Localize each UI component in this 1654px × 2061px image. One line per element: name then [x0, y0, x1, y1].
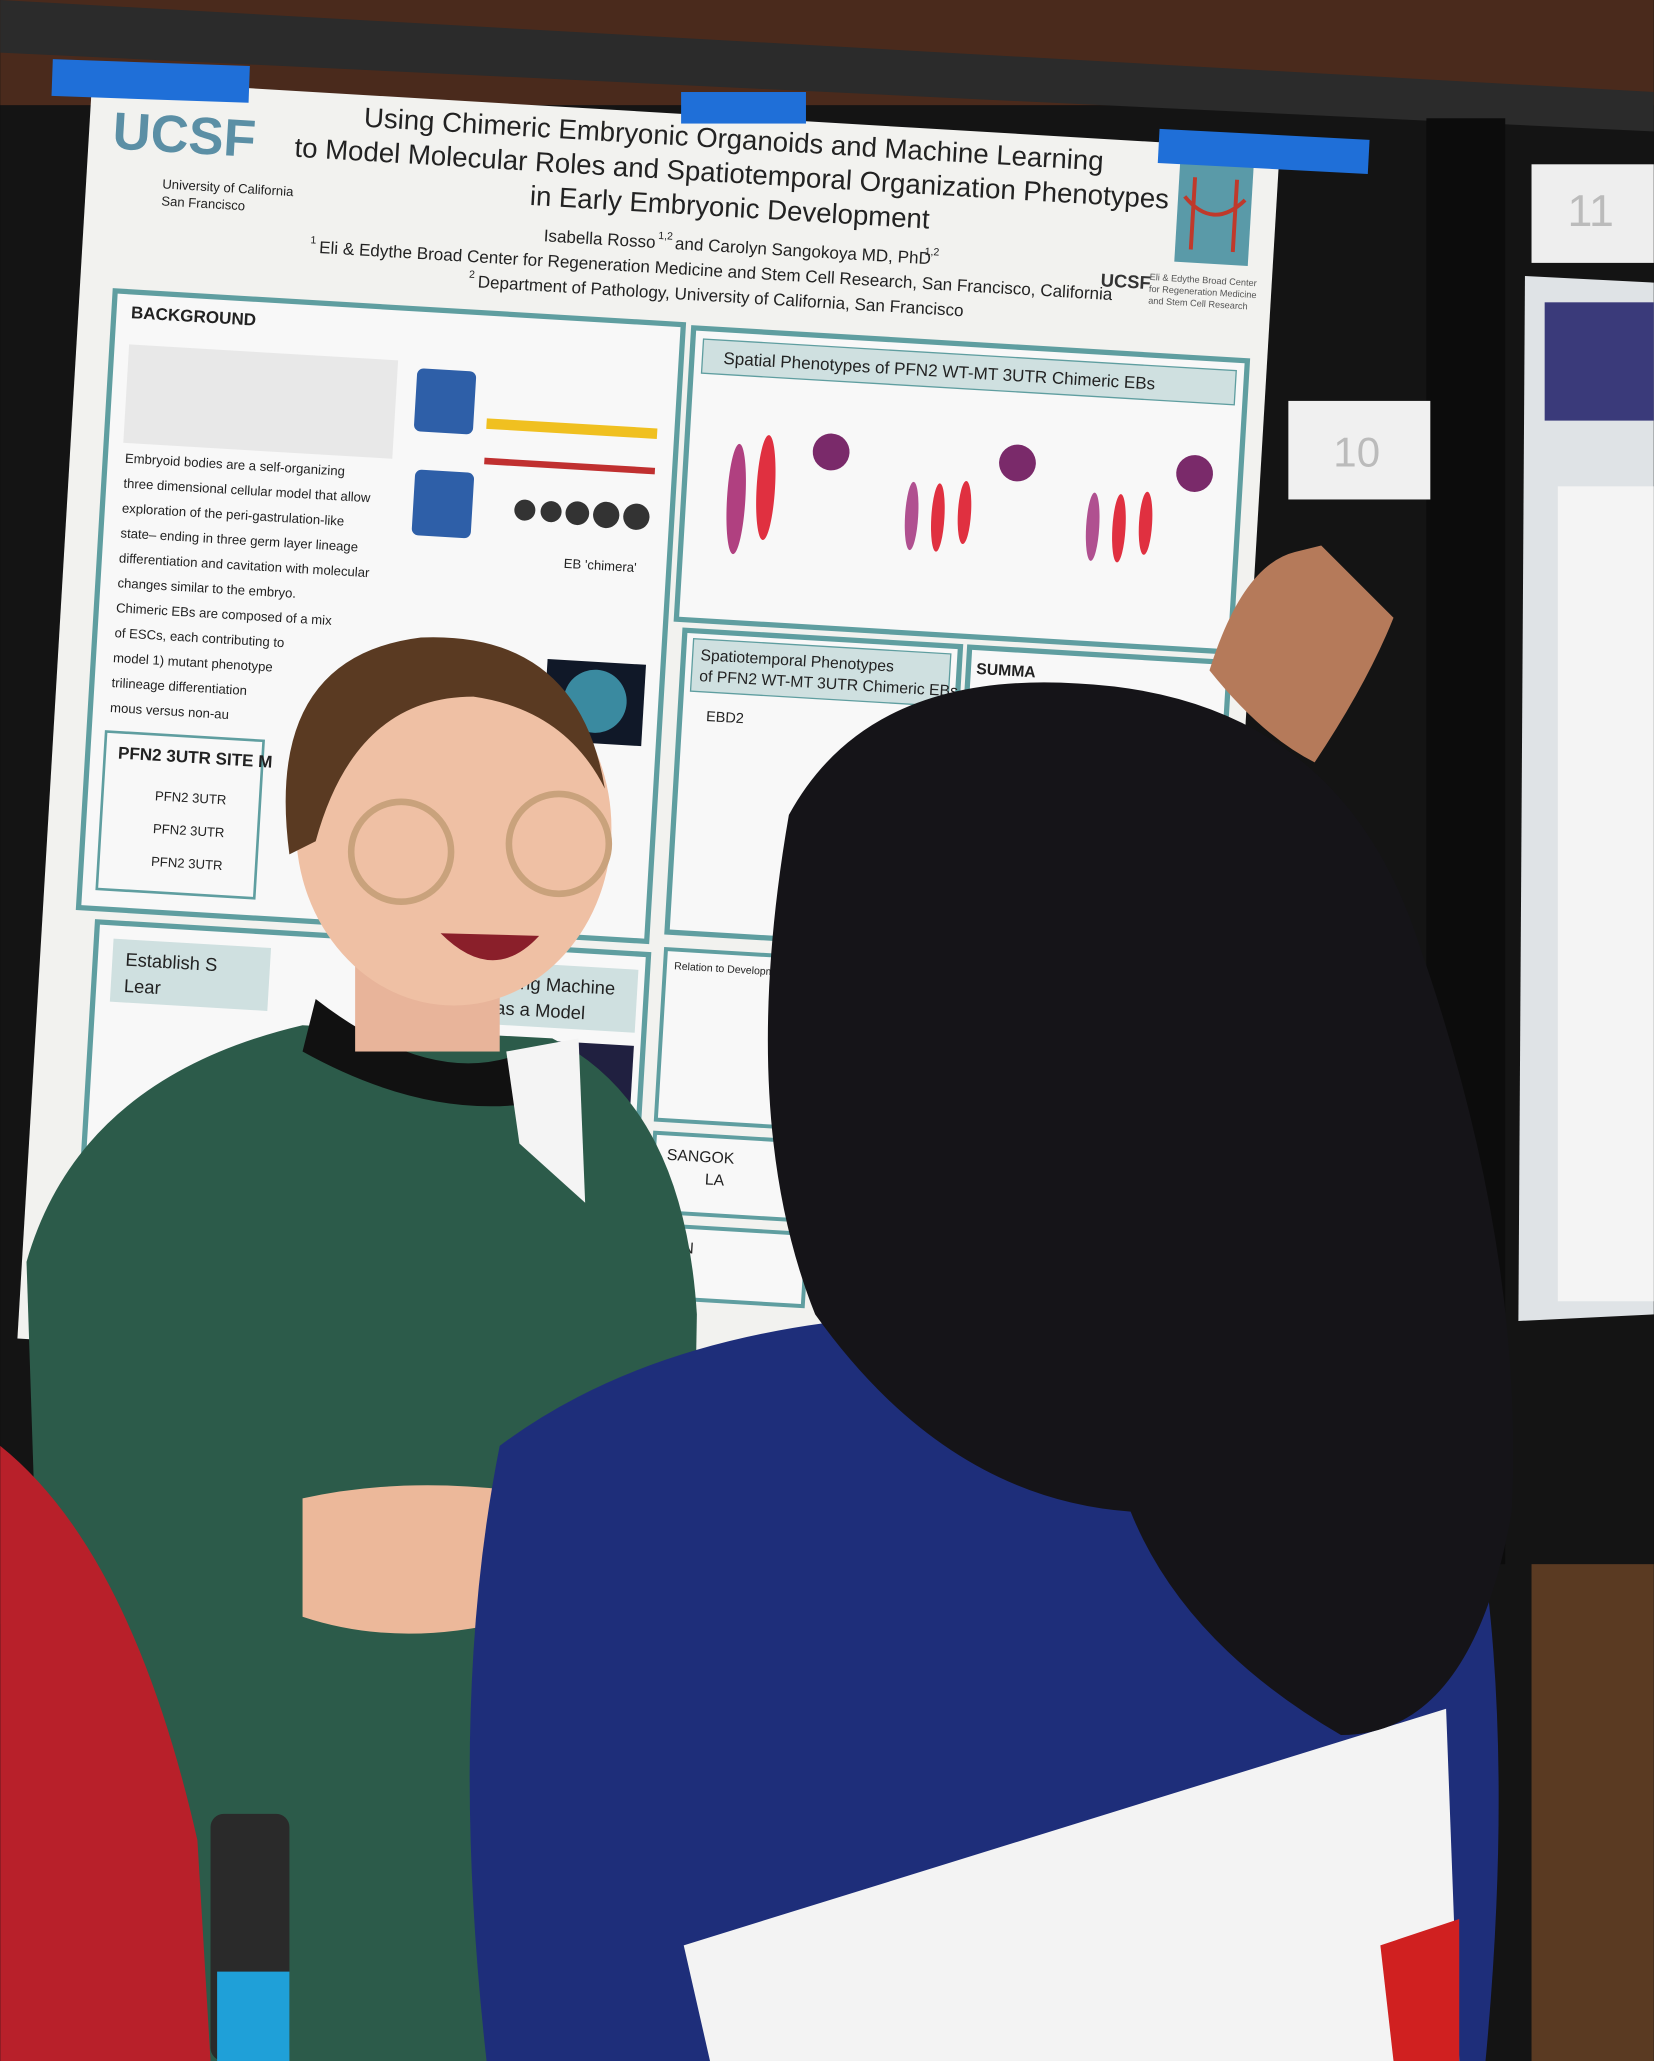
logo: UCSF: [111, 102, 257, 169]
neighbor-panel: [1557, 486, 1654, 1302]
label: PFN2 3UTR: [155, 788, 227, 807]
name-tag: [506, 1038, 586, 1203]
eb: [514, 499, 536, 521]
violin: [904, 481, 919, 551]
curly-hair: [767, 682, 1514, 1736]
eb-image: [999, 444, 1036, 482]
label: PFN2 3UTR: [151, 854, 223, 873]
violin: [756, 435, 776, 541]
diagram-box: [414, 368, 477, 435]
eb: [565, 501, 590, 526]
eb: [593, 501, 620, 529]
blurred-text: [123, 344, 399, 459]
violin: [1085, 492, 1100, 561]
collar: [302, 998, 526, 1107]
bottle: [217, 1971, 290, 2061]
violin: [930, 483, 945, 552]
eb-row: [514, 499, 650, 530]
floor: [1531, 1564, 1654, 2061]
tape: [1157, 128, 1370, 174]
glasses: [347, 798, 455, 905]
violin: [726, 443, 746, 555]
label: EBD2: [706, 709, 745, 727]
bridge-logo: [1174, 156, 1254, 267]
section-header: [109, 938, 272, 1011]
timeline-bar: [484, 457, 656, 475]
section-heading: SUMMA: [976, 661, 1036, 682]
red-backpack: [0, 1445, 211, 2061]
timeline-bar: [486, 418, 658, 439]
site-panel: [95, 730, 265, 900]
board-frame: [0, 0, 1654, 132]
institution: San Francisco: [161, 193, 246, 213]
right-logo: UCSF: [1100, 269, 1151, 293]
author-mark: 1,2: [658, 230, 673, 243]
white-shirt: [683, 1708, 1460, 2061]
neighbor-header: [1544, 302, 1654, 421]
diagram-box: [411, 469, 475, 539]
violin: [957, 481, 972, 545]
smile: [440, 933, 540, 961]
section-heading: SANGOK: [666, 1147, 735, 1168]
hair: [285, 637, 605, 855]
eb-image: [812, 433, 850, 471]
eb-image: [1176, 455, 1214, 492]
section-header: [689, 637, 952, 708]
booth-card: [1531, 164, 1654, 263]
red-stripe: [1380, 1919, 1460, 2061]
label: EB 'chimera': [563, 556, 637, 575]
glasses: [505, 790, 613, 898]
booth-number: 11: [1567, 187, 1613, 236]
section-heading: Lear: [123, 975, 161, 998]
affiliation-mark: 1: [310, 234, 317, 246]
booth-card: [1288, 400, 1431, 500]
face: [295, 650, 612, 1006]
eb: [623, 503, 650, 530]
booth-number: 10: [1333, 429, 1380, 476]
bridge-icon: [1183, 177, 1247, 253]
tape: [681, 92, 806, 124]
text-line: mous versus non-au: [110, 700, 230, 722]
violin: [1112, 494, 1126, 563]
tape: [51, 59, 250, 103]
eb: [540, 501, 562, 523]
violin-plots: [726, 433, 1214, 563]
section-heading: as a Model: [495, 997, 586, 1023]
section-heading: LA: [704, 1171, 725, 1189]
section-header: [700, 338, 1237, 406]
affiliation-mark: 2: [469, 269, 476, 281]
author-mark: 1,2: [924, 246, 939, 259]
label: PFN2 3UTR: [153, 821, 225, 840]
raised-hand: [1209, 545, 1394, 763]
violin: [1138, 491, 1153, 555]
